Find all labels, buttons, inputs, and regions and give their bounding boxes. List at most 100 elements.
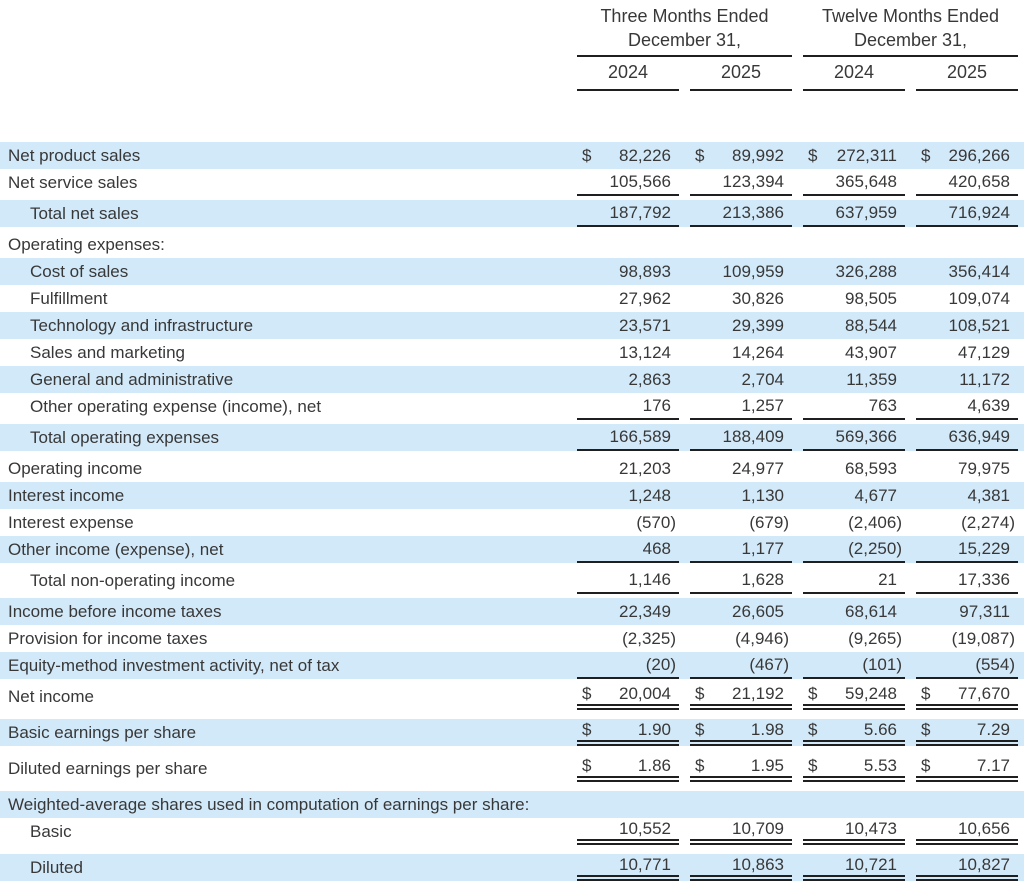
value-cell: 1,130 bbox=[690, 482, 792, 509]
value-cell: 326,288 bbox=[803, 258, 905, 285]
cell-value: (9,265) bbox=[848, 628, 902, 648]
value-cell: 109,074 bbox=[916, 285, 1018, 312]
cell-value: 2,863 bbox=[628, 369, 671, 389]
dollar-sign: $ bbox=[582, 755, 592, 775]
value-cell: 109,959 bbox=[690, 258, 792, 285]
cell-value: (101) bbox=[862, 654, 902, 674]
table-row: Diluted earnings per share $1.86 $1.95 $5.5… bbox=[0, 755, 1024, 782]
value-cell: 123,394 bbox=[690, 169, 792, 196]
table-row: General and administrative 2,863 2,704 11,3… bbox=[0, 366, 1024, 393]
dollar-sign: $ bbox=[582, 145, 592, 165]
cell-value: 17,336 bbox=[958, 569, 1010, 589]
value-cell: 213,386 bbox=[690, 200, 792, 227]
table-row: Total operating expenses 166,589 188,409 56… bbox=[0, 424, 1024, 451]
value-cell: 14,264 bbox=[690, 339, 792, 366]
value-cell: 1,257 bbox=[690, 393, 792, 420]
table-row: Basic 10,552 10,709 10,473 10,656 bbox=[0, 818, 1024, 845]
cell-value: (2,274) bbox=[961, 512, 1015, 532]
cell-value: 365,648 bbox=[835, 171, 897, 191]
dollar-sign: $ bbox=[582, 683, 592, 703]
row-label: Diluted bbox=[30, 858, 83, 877]
value-cell: 1,628 bbox=[690, 567, 792, 594]
period-title-line2: December 31, bbox=[627, 30, 742, 50]
row-label: General and administrative bbox=[30, 370, 234, 389]
cell-value: 10,552 bbox=[619, 818, 671, 838]
table-header: Three Months Ended December 31, 2024 2025 Tw… bbox=[0, 0, 1024, 91]
table-row: Operating income 21,203 24,977 68,593 79,975 bbox=[0, 455, 1024, 482]
cell-value: 109,959 bbox=[722, 261, 784, 281]
cell-value: 26,605 bbox=[732, 601, 784, 621]
cell-value: 29,399 bbox=[732, 315, 784, 335]
cell-value: 47,129 bbox=[958, 342, 1010, 362]
value-cell: (2,250) bbox=[803, 536, 905, 563]
table-row: Net product sales $82,226 $89,992 $272,311 $… bbox=[0, 142, 1024, 169]
cell-value: 188,409 bbox=[722, 426, 784, 446]
cell-value: 15,229 bbox=[958, 538, 1010, 558]
cell-value: 1.98 bbox=[750, 719, 784, 739]
value-cell: 10,827 bbox=[916, 854, 1018, 881]
value-cell: 637,959 bbox=[803, 200, 905, 227]
value-cell: 763 bbox=[803, 393, 905, 420]
cell-value: 13,124 bbox=[619, 342, 671, 362]
year-header: 2025 bbox=[690, 58, 792, 91]
row-label: Net service sales bbox=[8, 173, 138, 192]
table-row: Technology and infrastructure 23,571 29,39… bbox=[0, 312, 1024, 339]
dollar-sign: $ bbox=[808, 683, 818, 703]
cell-value: 326,288 bbox=[835, 261, 897, 281]
value-cell bbox=[577, 231, 679, 258]
cell-value: 43,907 bbox=[845, 342, 897, 362]
cell-value: 82,226 bbox=[619, 145, 671, 165]
value-cell: 188,409 bbox=[690, 424, 792, 451]
value-cell: 68,614 bbox=[803, 598, 905, 625]
value-cell: (467) bbox=[690, 652, 792, 679]
value-cell: (2,406) bbox=[803, 509, 905, 536]
dollar-sign: $ bbox=[921, 755, 931, 775]
value-cell: 23,571 bbox=[577, 312, 679, 339]
year-header: 2025 bbox=[916, 58, 1018, 91]
cell-value: 1,628 bbox=[741, 569, 784, 589]
dollar-sign: $ bbox=[582, 719, 592, 739]
cell-value: (570) bbox=[636, 512, 676, 532]
value-cell: 10,709 bbox=[690, 818, 792, 845]
value-cell: 24,977 bbox=[690, 455, 792, 482]
value-cell: 17,336 bbox=[916, 567, 1018, 594]
value-cell bbox=[690, 791, 792, 818]
cell-value: 356,414 bbox=[948, 261, 1010, 281]
row-label: Operating income bbox=[8, 459, 143, 478]
cell-value: 77,670 bbox=[958, 683, 1010, 703]
year-header: 2024 bbox=[803, 58, 905, 91]
value-cell: 1,146 bbox=[577, 567, 679, 594]
value-cell: $5.53 bbox=[803, 755, 905, 782]
cell-value: 79,975 bbox=[958, 458, 1010, 478]
cell-value: 20,004 bbox=[619, 683, 671, 703]
period-title-line2: December 31, bbox=[853, 30, 968, 50]
row-label: Weighted-average shares used in computat… bbox=[8, 795, 530, 814]
value-cell: $5.66 bbox=[803, 719, 905, 746]
dollar-sign: $ bbox=[695, 683, 705, 703]
row-label: Cost of sales bbox=[30, 262, 129, 281]
cell-value: 569,366 bbox=[835, 426, 897, 446]
cell-value: 166,589 bbox=[609, 426, 671, 446]
value-cell: (2,325) bbox=[577, 625, 679, 652]
value-cell: $1.98 bbox=[690, 719, 792, 746]
cell-value: 10,473 bbox=[845, 818, 897, 838]
value-cell bbox=[803, 231, 905, 258]
value-cell: $1.90 bbox=[577, 719, 679, 746]
value-cell: $1.86 bbox=[577, 755, 679, 782]
row-label: Provision for income taxes bbox=[8, 629, 208, 648]
value-cell: 365,648 bbox=[803, 169, 905, 196]
cell-value: 108,521 bbox=[948, 315, 1010, 335]
table-row: Interest income 1,248 1,130 4,677 4,381 bbox=[0, 482, 1024, 509]
value-cell: $1.95 bbox=[690, 755, 792, 782]
cell-value: 468 bbox=[642, 538, 671, 558]
year-header: 2024 bbox=[577, 58, 679, 91]
cell-value: 1,130 bbox=[741, 485, 784, 505]
cell-value: 4,639 bbox=[967, 395, 1010, 415]
value-cell: (679) bbox=[690, 509, 792, 536]
cell-value: 7.17 bbox=[976, 755, 1010, 775]
table-row: Diluted 10,771 10,863 10,721 10,827 bbox=[0, 854, 1024, 881]
cell-value: 1.95 bbox=[750, 755, 784, 775]
value-cell: 10,771 bbox=[577, 854, 679, 881]
value-cell: $59,248 bbox=[803, 683, 905, 710]
cell-value: (679) bbox=[749, 512, 789, 532]
